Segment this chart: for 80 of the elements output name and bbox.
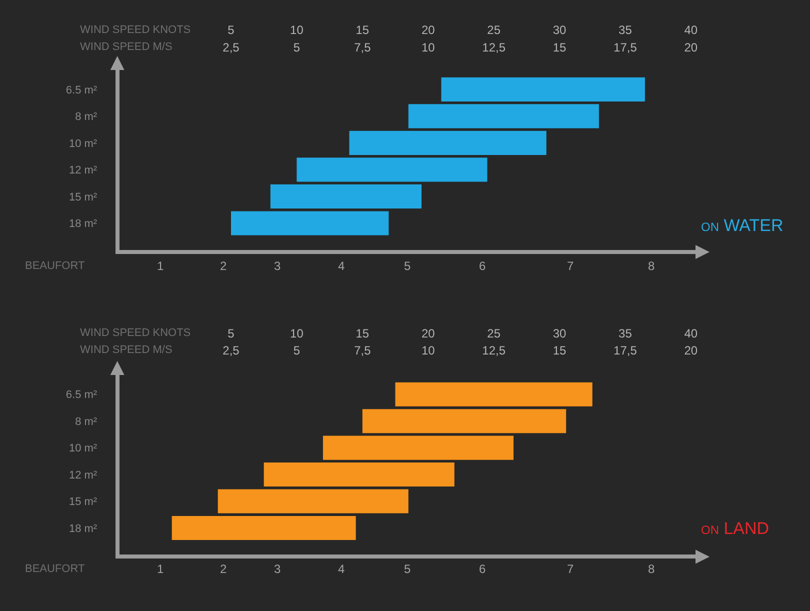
y-tick-label: 15 m² <box>68 496 98 508</box>
text: 2 <box>220 562 227 576</box>
y-tick-label: 12 m² <box>68 469 98 482</box>
x2-tick-label: 20 <box>684 40 698 55</box>
x2-tick-label: 10 <box>421 40 436 55</box>
y-tick-label: 10 m² <box>68 442 98 455</box>
text: 7 <box>567 562 574 576</box>
x2-tick-label: 12,5 <box>482 40 506 55</box>
bar <box>264 462 454 487</box>
bar <box>441 77 645 102</box>
x-tick-label: 30 <box>552 326 567 341</box>
y-tick-label: 6.5 m² <box>66 389 98 402</box>
bar <box>218 489 408 514</box>
text: 1 <box>157 259 164 273</box>
x2-tick-label: 2,5 <box>222 40 240 55</box>
x-tick-label: 40 <box>684 326 698 341</box>
text: 6 <box>479 562 486 576</box>
x2-tick-label: 5 <box>293 40 300 55</box>
x-tick-label: 35 <box>618 23 632 38</box>
bar <box>172 516 356 540</box>
x-tick-label: 40 <box>684 23 698 38</box>
text: 3 <box>274 562 281 576</box>
x-axis-title: WIND SPEED KNOTS <box>80 24 191 36</box>
x-tick-label: 10 <box>290 23 304 38</box>
x-tick-label: 10 <box>290 326 304 341</box>
bar <box>362 409 566 434</box>
x-tick-label: 15 <box>356 326 370 341</box>
bar <box>408 104 599 128</box>
y-tick-label: 8 m² <box>75 111 98 124</box>
bar <box>270 184 422 209</box>
x2-tick-label: 15 <box>552 40 567 55</box>
text: 4 <box>338 562 345 576</box>
x2-axis-title: WIND SPEED M/S <box>80 344 172 356</box>
x-tick-label: 5 <box>228 326 235 341</box>
x2-tick-label: 20 <box>684 344 698 358</box>
x2-tick-label: 10 <box>421 344 436 358</box>
x-tick-label: 15 <box>356 23 370 38</box>
x-axis-title: WIND SPEED KNOTS <box>80 327 191 339</box>
text: ON LAND <box>701 519 770 538</box>
bar <box>296 158 488 182</box>
x2-tick-label: 17,5 <box>614 344 638 358</box>
x2-tick-label: 12,5 <box>482 344 506 358</box>
y-tick-label: 6.5 m² <box>66 84 98 96</box>
y-tick-label: 18 m² <box>68 218 98 230</box>
text: 1 <box>157 562 164 576</box>
x-tick-label: 25 <box>487 23 501 38</box>
bar <box>231 211 389 236</box>
text: 5 <box>404 259 411 273</box>
text: 8 <box>648 562 655 576</box>
x2-axis-title: WIND SPEED M/S <box>80 41 172 53</box>
y-tick-label: 15 m² <box>68 191 98 204</box>
bar <box>322 436 514 460</box>
y-tick-label: 18 m² <box>68 522 98 535</box>
text: BEAUFORT <box>25 260 85 272</box>
x-tick-label: 35 <box>618 326 632 341</box>
bar <box>395 382 592 406</box>
x-tick-label: 25 <box>487 326 501 341</box>
x-tick-label: 20 <box>421 326 436 341</box>
x2-tick-label: 2,5 <box>222 344 240 358</box>
text: BEAUFORT <box>25 563 85 575</box>
text: ON WATER <box>701 216 784 235</box>
x2-tick-label: 7,5 <box>354 40 372 55</box>
text: 6 <box>479 259 486 273</box>
y-tick-label: 12 m² <box>68 164 98 177</box>
bar <box>349 130 546 155</box>
text: 5 <box>404 562 411 576</box>
text: 4 <box>338 259 345 273</box>
text: 8 <box>648 259 655 273</box>
x2-tick-label: 5 <box>293 344 300 358</box>
x2-tick-label: 17,5 <box>614 40 638 55</box>
x-tick-label: 20 <box>421 23 436 38</box>
y-tick-label: 10 m² <box>68 138 98 150</box>
text: 2 <box>220 259 227 273</box>
y-tick-label: 8 m² <box>75 416 98 428</box>
text: 7 <box>567 259 574 273</box>
x-tick-label: 30 <box>552 23 567 38</box>
text: 3 <box>274 259 281 273</box>
x2-tick-label: 7,5 <box>354 344 372 358</box>
x-tick-label: 5 <box>228 23 235 38</box>
x2-tick-label: 15 <box>552 344 567 358</box>
